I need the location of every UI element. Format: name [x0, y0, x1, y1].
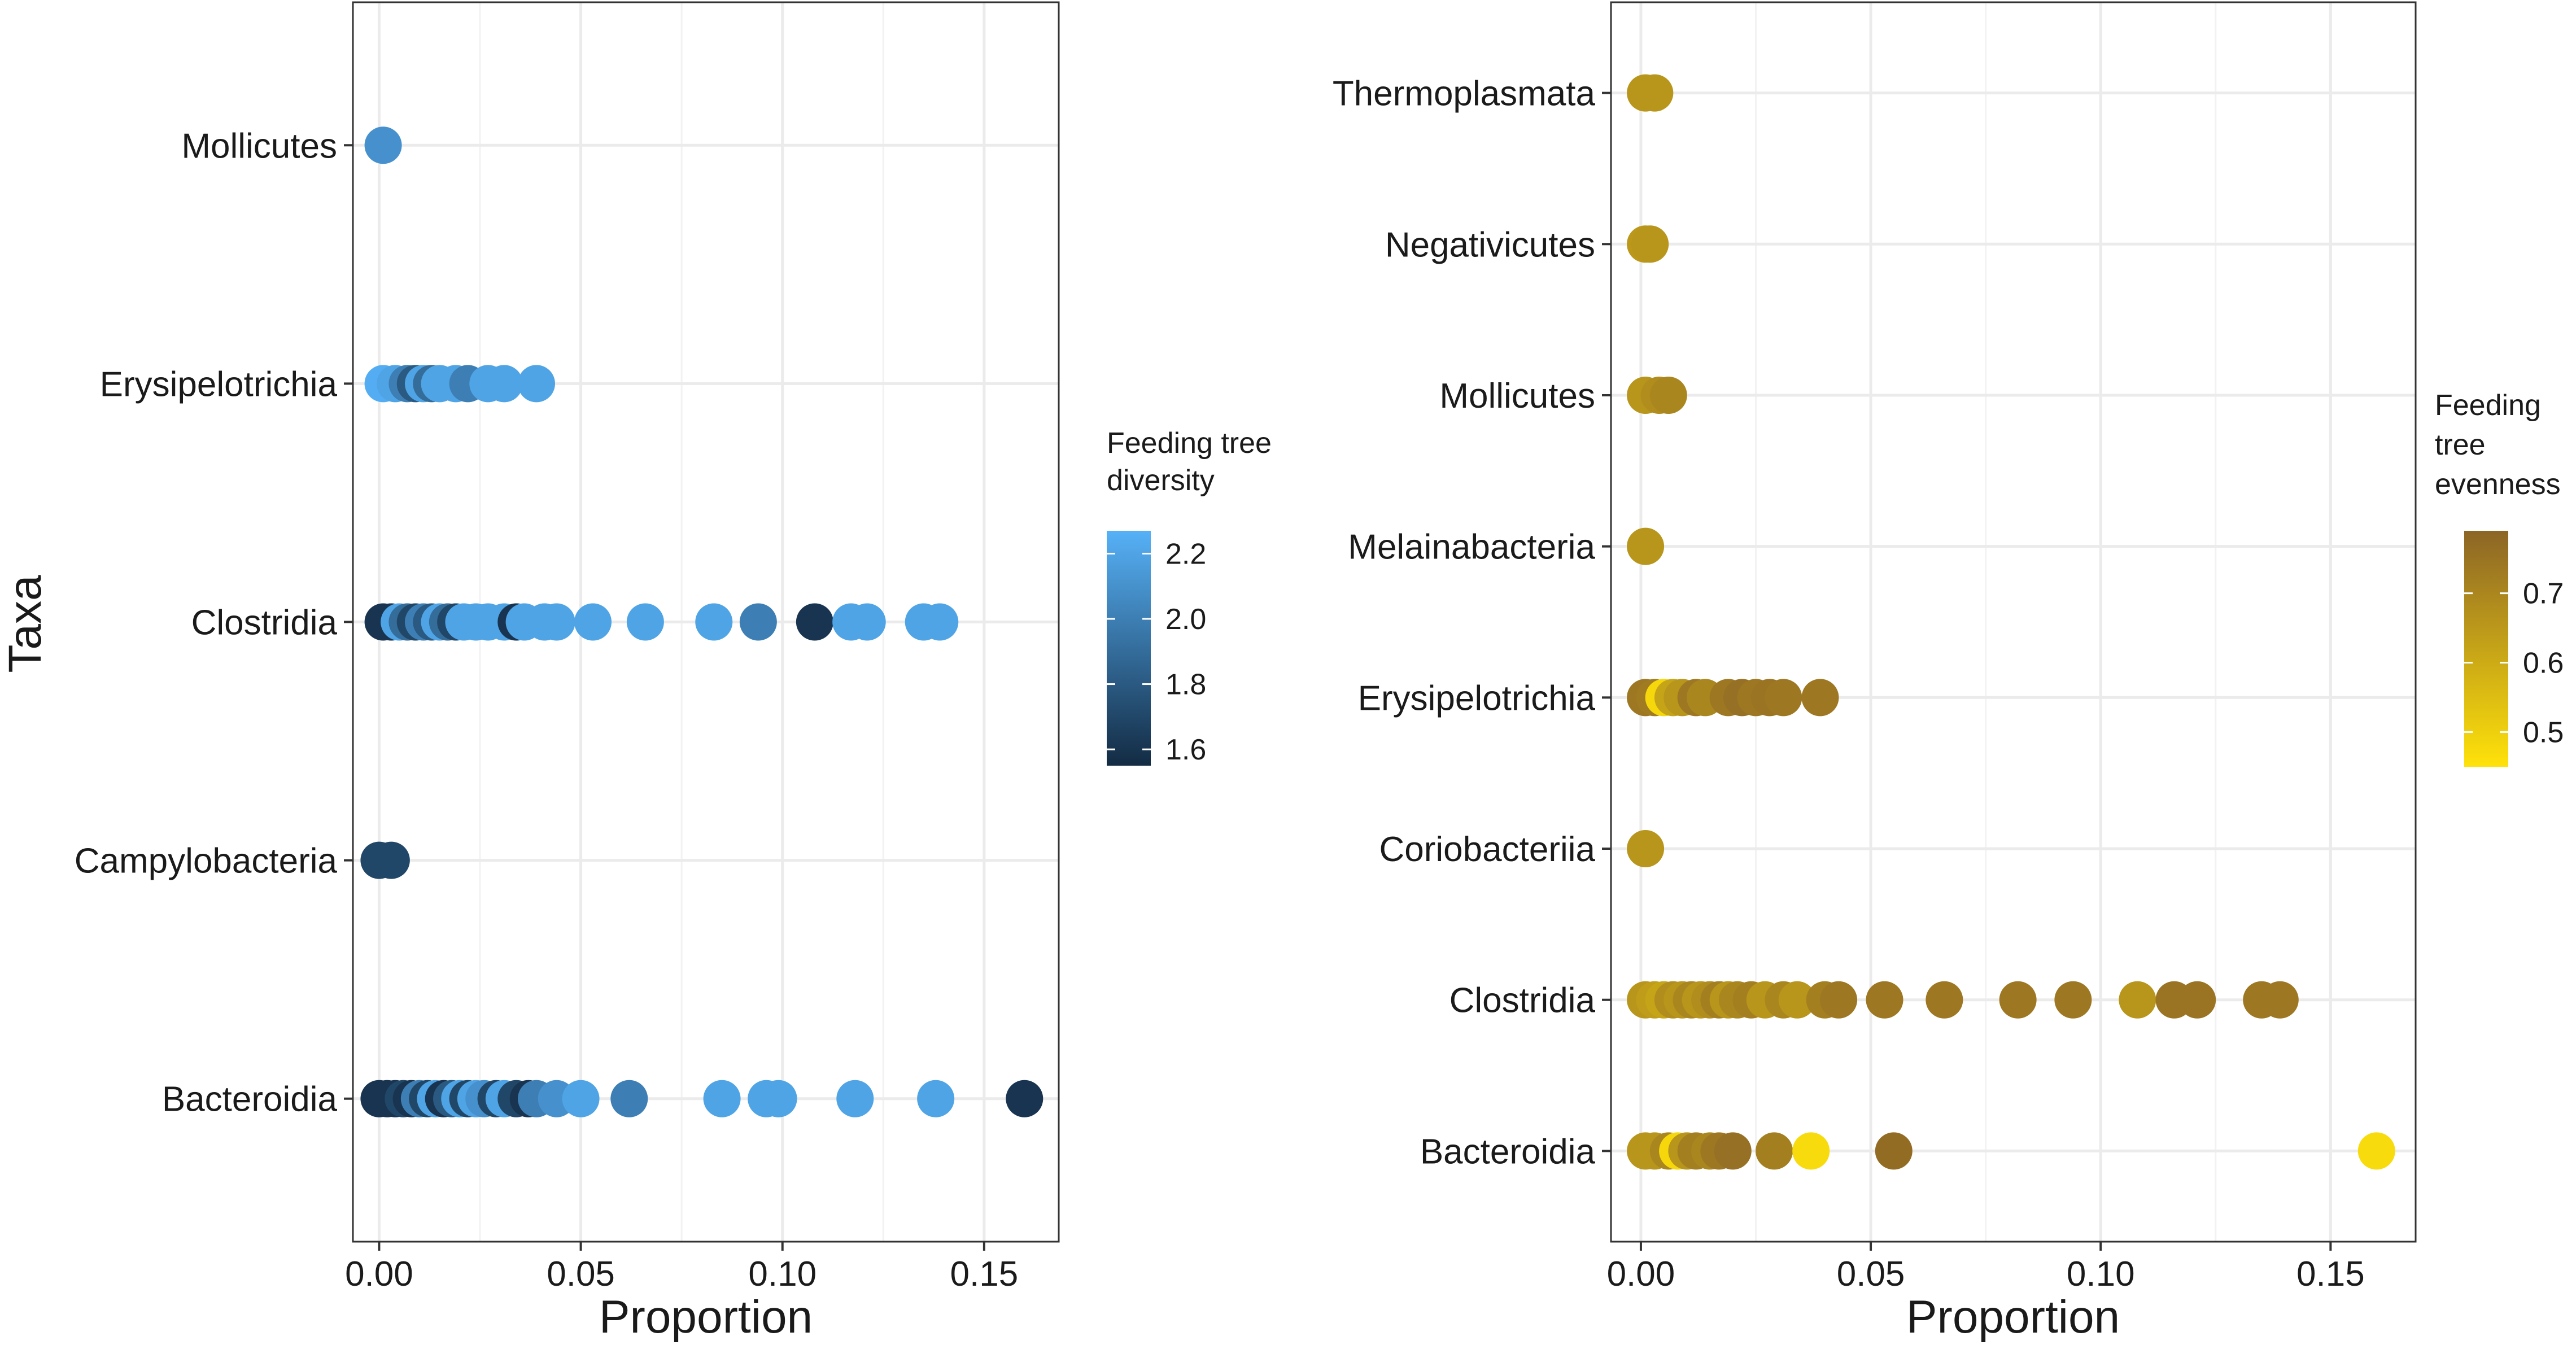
data-point — [1756, 1132, 1793, 1170]
data-point — [372, 841, 410, 879]
left-x-axis: 0.00 0.05 0.10 0.15 — [345, 1242, 1018, 1294]
right-x-tick-label: 0.10 — [2067, 1255, 2135, 1294]
legend-tick-label: 2.0 — [1165, 603, 1206, 636]
left-y-tick-label: Bacteroidia — [162, 1080, 338, 1119]
right-panel: Bacteroidia Clostridia Coriobacteriia Erysi… — [1333, 1, 2417, 1343]
data-point — [739, 603, 777, 641]
right-x-axis: 0.00 0.05 0.10 0.15 — [1607, 1242, 2365, 1294]
diversity-colorbar — [1107, 531, 1151, 766]
evenness-legend-title-line2: tree — [2435, 429, 2486, 461]
data-point — [518, 365, 555, 403]
diversity-legend-ticks: 1.6 1.8 2.0 2.2 — [1107, 538, 1206, 766]
legend-tick-label: 2.2 — [1165, 538, 1206, 570]
data-point — [1875, 1132, 1913, 1170]
left-x-axis-title: Proportion — [599, 1291, 813, 1343]
right-points — [1627, 74, 2395, 1170]
diversity-legend: Feeding tree diversity 1.6 1.8 2.0 2.2 — [1107, 427, 1272, 766]
data-point — [1714, 1132, 1752, 1170]
right-y-tick-label: Coriobacteriia — [1379, 830, 1595, 869]
legend-tick-label: 0.5 — [2523, 717, 2564, 749]
evenness-legend-ticks: 0.5 0.6 0.7 — [2464, 578, 2564, 749]
right-x-axis-title: Proportion — [1906, 1291, 2120, 1343]
data-point — [848, 603, 886, 641]
data-point — [1866, 981, 1903, 1019]
data-point — [1649, 376, 1687, 414]
legend-tick-label: 1.8 — [1165, 669, 1206, 701]
right-plot-background — [1611, 2, 2416, 1242]
left-y-tick-label: Campylobacteria — [75, 842, 338, 881]
left-y-axis: Bacteroidia Campylobacteria Clostridia Erys… — [75, 126, 353, 1119]
left-y-axis-title: Taxa — [0, 575, 51, 673]
data-point — [1801, 679, 1839, 717]
right-y-tick-label: Mollicutes — [1439, 377, 1595, 416]
data-point — [836, 1080, 874, 1117]
legend-tick-label: 1.6 — [1165, 733, 1206, 766]
data-point — [695, 603, 733, 641]
right-plot-border — [1610, 1, 2417, 1243]
data-point — [1926, 981, 1963, 1019]
data-point — [1627, 830, 1665, 868]
data-point — [2357, 1132, 2395, 1170]
data-point — [485, 365, 523, 403]
evenness-legend-title-line3: evenness — [2435, 468, 2561, 501]
left-y-tick-label: Clostridia — [191, 604, 338, 643]
data-point — [1627, 527, 1665, 565]
data-point — [1999, 981, 2037, 1019]
right-x-tick-label: 0.15 — [2296, 1255, 2365, 1294]
right-y-tick-label: Negativicutes — [1385, 225, 1595, 264]
data-point — [562, 1080, 600, 1117]
data-point — [2054, 981, 2092, 1019]
data-point — [921, 603, 959, 641]
data-point — [364, 126, 402, 164]
right-y-tick-label: Bacteroidia — [1420, 1132, 1596, 1171]
diversity-legend-title-line1: Feeding tree — [1107, 427, 1272, 460]
data-point — [1631, 225, 1669, 263]
right-y-tick-label: Clostridia — [1449, 981, 1596, 1020]
data-point — [2261, 981, 2299, 1019]
legend-tick-label: 0.6 — [2523, 647, 2564, 680]
data-point — [610, 1080, 648, 1117]
right-y-tick-label: Thermoplasmata — [1333, 75, 1596, 113]
diversity-legend-title-line2: diversity — [1107, 464, 1215, 497]
left-panel: Bacteroidia Campylobacteria Clostridia Erys… — [0, 1, 1060, 1343]
data-point — [703, 1080, 741, 1117]
evenness-legend-title-line1: Feeding — [2435, 389, 2541, 422]
legend-tick-label: 0.7 — [2523, 578, 2564, 610]
data-point — [626, 603, 664, 641]
left-x-tick-label: 0.00 — [345, 1255, 413, 1294]
left-x-tick-label: 0.05 — [547, 1255, 615, 1294]
data-point — [1006, 1080, 1044, 1117]
right-y-axis: Bacteroidia Clostridia Coriobacteriia Erysi… — [1333, 75, 1611, 1171]
evenness-colorbar — [2464, 531, 2508, 767]
data-point — [1820, 981, 1858, 1019]
data-point — [574, 603, 612, 641]
data-point — [759, 1080, 797, 1117]
right-y-tick-label: Melainabacteria — [1348, 528, 1595, 567]
data-point — [538, 603, 575, 641]
right-y-tick-label: Erysipelotrichia — [1358, 679, 1596, 718]
data-point — [2178, 981, 2216, 1019]
left-y-tick-label: Erysipelotrichia — [100, 365, 338, 404]
data-point — [1778, 981, 1816, 1019]
data-point — [2119, 981, 2156, 1019]
data-point — [917, 1080, 955, 1117]
right-x-tick-label: 0.00 — [1607, 1255, 1675, 1294]
left-x-tick-label: 0.15 — [950, 1255, 1019, 1294]
left-points — [360, 126, 1044, 1117]
evenness-legend: Feeding tree evenness 0.5 0.6 0.7 — [2435, 389, 2564, 767]
data-point — [796, 603, 833, 641]
data-point — [1792, 1132, 1830, 1170]
data-point — [1636, 74, 1674, 112]
data-point — [1765, 679, 1802, 717]
right-x-tick-label: 0.05 — [1837, 1255, 1905, 1294]
left-y-tick-label: Mollicutes — [181, 126, 337, 165]
left-x-tick-label: 0.10 — [748, 1255, 817, 1294]
